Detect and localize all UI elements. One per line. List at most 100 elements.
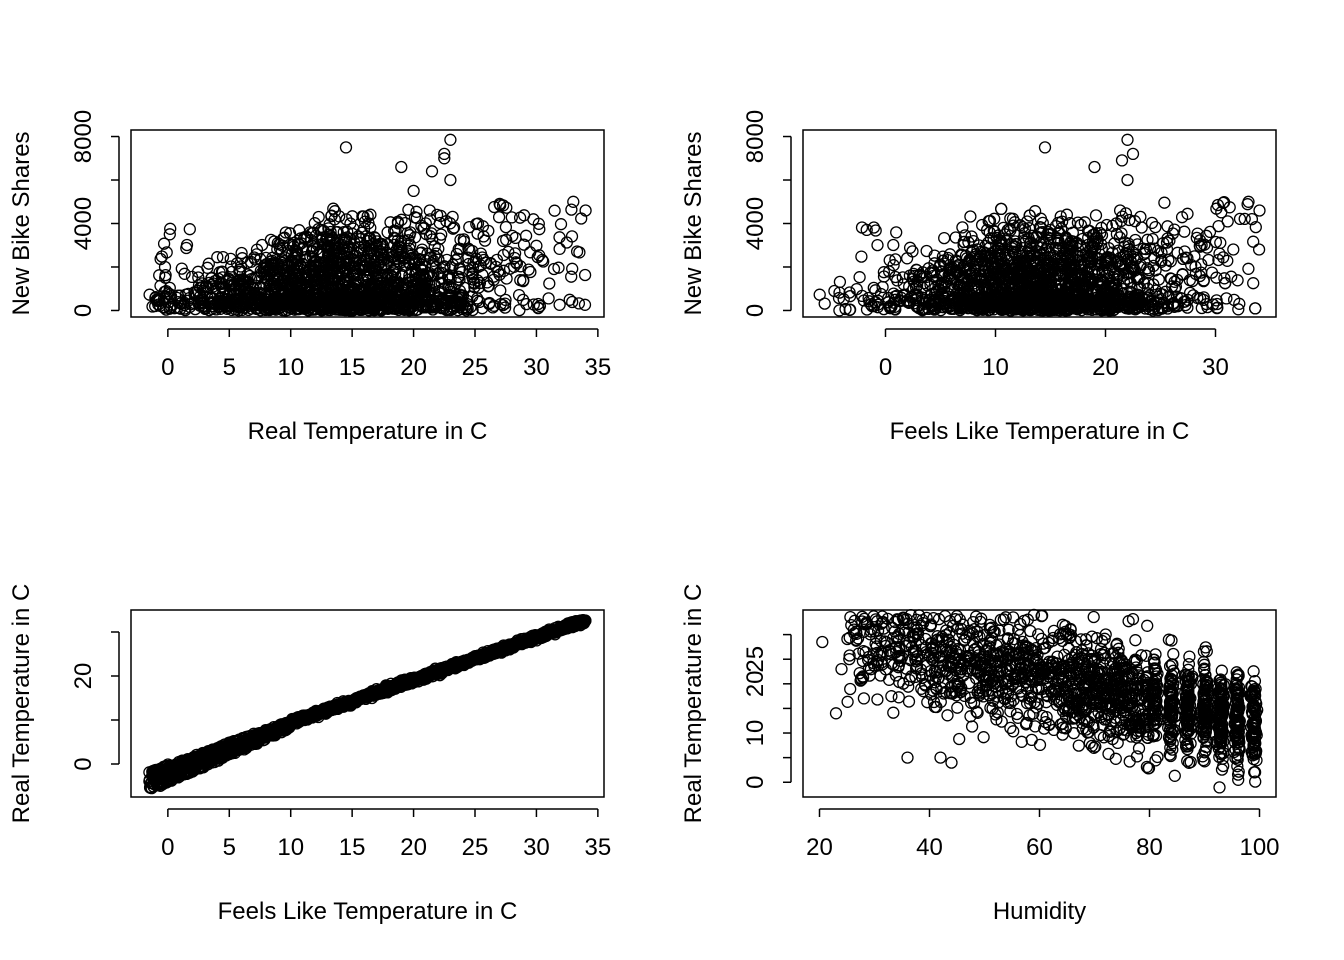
data-point <box>219 282 232 295</box>
data-point <box>542 292 555 305</box>
data-point <box>565 203 578 216</box>
data-point <box>248 271 261 284</box>
data-point <box>419 273 433 286</box>
data-point <box>446 210 459 224</box>
data-point <box>387 265 400 278</box>
data-point <box>481 276 494 289</box>
data-point <box>237 275 251 288</box>
y-axis-label: New Bike Shares <box>680 131 707 315</box>
data-point <box>565 270 578 283</box>
data-point <box>499 220 513 234</box>
data-point <box>287 240 301 253</box>
data-point <box>463 264 476 277</box>
data-point <box>1161 220 1174 233</box>
data-point <box>427 254 440 267</box>
data-point <box>513 211 527 224</box>
data-point <box>906 245 919 258</box>
data-point <box>471 217 485 230</box>
data-point <box>339 233 353 247</box>
data-point <box>157 237 171 250</box>
data-point <box>900 252 914 265</box>
data-point <box>572 297 586 310</box>
data-point <box>1038 141 1052 154</box>
data-point <box>404 276 417 289</box>
data-point <box>494 284 507 297</box>
data-point <box>249 253 262 266</box>
data-point <box>194 281 207 294</box>
data-point <box>514 260 527 273</box>
data-point <box>490 253 504 267</box>
data-point <box>565 230 579 243</box>
data-point <box>366 298 379 312</box>
data-point <box>401 291 415 304</box>
data-point <box>496 199 510 212</box>
data-point <box>552 261 565 274</box>
data-point <box>500 201 513 214</box>
data-point <box>430 247 443 260</box>
data-point <box>438 152 451 165</box>
scatter-points <box>143 614 592 795</box>
data-point <box>340 213 353 226</box>
data-point <box>160 246 173 259</box>
data-point <box>498 297 512 310</box>
data-point <box>871 238 884 252</box>
data-point <box>403 229 416 242</box>
y-tick-label: 0 <box>742 304 769 317</box>
data-point <box>533 299 547 313</box>
data-point <box>319 282 332 295</box>
data-point <box>309 270 322 283</box>
data-point <box>484 257 497 270</box>
data-point <box>517 209 531 222</box>
data-point <box>216 271 229 284</box>
data-point <box>398 278 411 291</box>
data-point <box>338 298 352 312</box>
data-point <box>446 295 460 308</box>
data-point <box>444 133 457 146</box>
data-point <box>517 238 531 251</box>
data-point <box>1231 274 1244 287</box>
data-point <box>440 253 454 267</box>
data-point <box>1247 277 1260 290</box>
data-point <box>441 270 455 283</box>
data-point <box>433 232 447 245</box>
y-tick-label: 4000 <box>742 197 769 250</box>
data-point <box>436 294 450 307</box>
data-point <box>316 233 329 246</box>
y-tick-label: 8000 <box>742 110 769 163</box>
x-tick-label: 35 <box>585 354 612 381</box>
data-point <box>368 263 382 276</box>
data-point <box>322 222 335 235</box>
data-point <box>300 269 313 282</box>
data-point <box>520 297 533 311</box>
data-point <box>337 226 350 239</box>
data-point <box>293 262 306 275</box>
x-tick-label: 20 <box>400 354 427 381</box>
x-axis: 0 5 10 15 20 25 30 35 <box>161 328 612 381</box>
data-point <box>345 281 359 294</box>
data-point <box>389 299 403 313</box>
data-point <box>813 288 826 301</box>
data-point <box>288 293 301 307</box>
data-point <box>498 301 512 314</box>
data-point <box>175 262 188 275</box>
data-point <box>373 296 386 310</box>
data-point <box>191 265 205 278</box>
data-point <box>171 289 185 302</box>
data-point <box>341 258 355 271</box>
data-point <box>200 280 213 293</box>
data-point <box>342 257 356 270</box>
data-point <box>466 261 480 274</box>
data-point <box>326 264 339 278</box>
data-point <box>887 238 900 252</box>
data-point <box>1227 243 1240 256</box>
data-point <box>354 245 367 259</box>
x-tick-label: 25 <box>462 354 489 381</box>
data-point <box>524 265 537 279</box>
data-point <box>339 264 352 277</box>
data-point <box>183 300 197 314</box>
data-point <box>340 244 353 257</box>
data-point <box>1212 219 1225 233</box>
data-point <box>347 302 360 316</box>
data-point <box>461 302 474 316</box>
data-point <box>1126 147 1140 161</box>
